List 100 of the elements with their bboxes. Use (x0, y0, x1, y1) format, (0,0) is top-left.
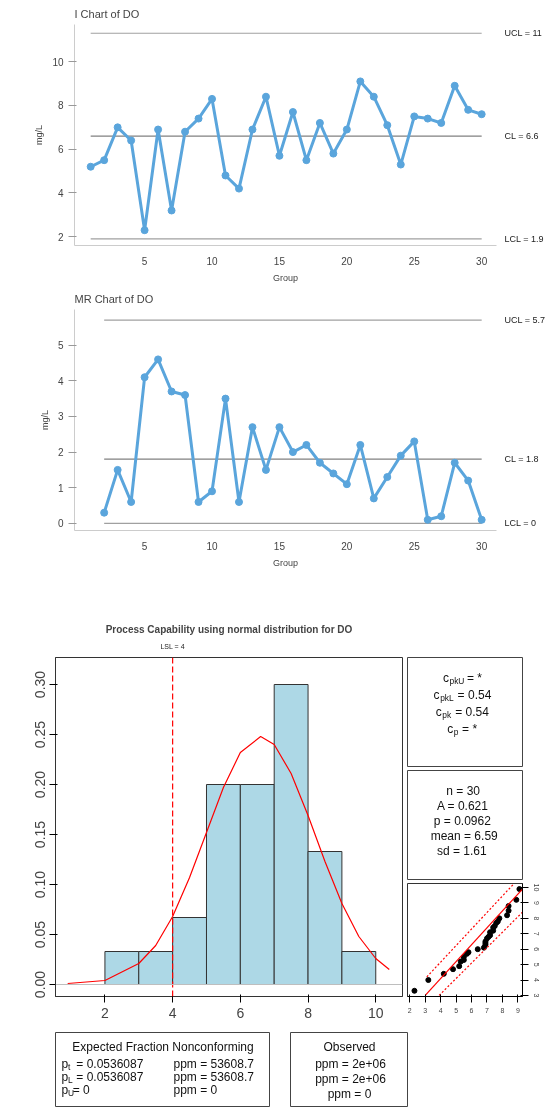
point (450, 81, 459, 90)
chart-title: I Chart of DO (74, 7, 140, 20)
point (302, 156, 311, 165)
point (356, 440, 365, 449)
text: p = 0.0962 (433, 813, 492, 828)
ref-line-label: CL = 6.6 (504, 131, 539, 142)
x-tick-label: 25 (408, 255, 421, 267)
ref-line-label: LCL = 1.9 (504, 233, 544, 244)
point (411, 987, 418, 994)
point (234, 184, 243, 193)
point (221, 171, 230, 180)
x-tick-label: 2 (101, 1004, 110, 1021)
x-tick-label: 10 (206, 255, 219, 267)
text: Expected Fraction Nonconforming (72, 1039, 254, 1054)
point (456, 963, 463, 970)
y-tick-label: 0.15 (31, 820, 48, 849)
x-tick-label: 10 (206, 540, 219, 552)
point (464, 476, 473, 485)
y-tick-label: 4 (57, 375, 64, 387)
x-tick-label: 6 (236, 1004, 245, 1021)
point (383, 473, 392, 482)
y-tick-label: 4 (57, 187, 64, 199)
point (302, 440, 311, 449)
point (234, 497, 243, 506)
y-tick-label: 6 (57, 144, 64, 156)
point (261, 92, 270, 101)
point (383, 121, 392, 130)
point (505, 907, 512, 914)
point (140, 226, 149, 235)
text: sd = 1.61 (436, 843, 487, 858)
point (477, 110, 486, 119)
y-tick-label: 0.00 (31, 970, 48, 999)
point (127, 497, 136, 506)
point (275, 423, 284, 432)
y-tick-label: 1 (57, 482, 64, 494)
text: Observed (323, 1039, 376, 1054)
point (477, 515, 486, 524)
y-tick-label: 10 (52, 56, 64, 68)
y-tick-label: 0.25 (31, 720, 48, 749)
point (288, 108, 297, 117)
point (167, 387, 176, 396)
point (450, 966, 457, 973)
point (127, 136, 136, 145)
point (315, 458, 324, 467)
point (513, 896, 520, 903)
point (140, 373, 149, 382)
ref-line-label: CL = 1.8 (504, 454, 539, 465)
y-axis-title: mg/L (34, 124, 45, 145)
point (474, 946, 481, 953)
point (194, 114, 203, 123)
text: A = 0.621 (436, 798, 489, 813)
x-tick-label: 10 (367, 1004, 384, 1021)
x-tick-label: 5 (141, 255, 148, 267)
y-tick-label: 0.05 (31, 920, 48, 949)
y-axis-title: mg/L (39, 409, 50, 430)
x-tick-label: 30 (476, 540, 488, 552)
text: ppm = 0 (327, 1086, 372, 1101)
point (504, 912, 511, 919)
point (369, 494, 378, 503)
point (275, 151, 284, 160)
point (288, 448, 297, 457)
text: ppm = 2e+06 (315, 1071, 387, 1086)
y-tick-label: 0.10 (31, 870, 48, 899)
point (437, 512, 446, 521)
point (437, 118, 446, 127)
x-tick-label: 15 (273, 540, 286, 552)
y-tick-label: 0.20 (31, 770, 48, 799)
point (423, 114, 432, 123)
point (423, 515, 432, 524)
point (181, 127, 190, 136)
text: mean = 6.59 (430, 828, 499, 843)
y-tick-label: 8 (57, 100, 64, 112)
point (113, 123, 122, 132)
point (154, 355, 163, 364)
y-tick-label: 5 (57, 340, 64, 352)
point (86, 162, 95, 171)
ref-line-label: LCL = 0 (504, 518, 536, 529)
x-tick-label: 20 (341, 540, 353, 552)
point (248, 423, 257, 432)
point (516, 886, 523, 893)
point (100, 508, 109, 517)
x-tick-label: 5 (141, 540, 148, 552)
x-axis-title: Group (272, 272, 299, 283)
x-tick-label: 30 (476, 255, 488, 267)
point (356, 77, 365, 86)
point (315, 118, 324, 127)
y-tick-label: 0 (57, 518, 64, 530)
chart-title: MR Chart of DO (74, 292, 154, 305)
point (464, 105, 473, 114)
point (261, 465, 270, 474)
point (208, 94, 217, 103)
point (100, 156, 109, 165)
chart-title: Process Capability using normal distribution for DO (105, 623, 353, 635)
ref-line-label: UCL = 5.7 (504, 315, 545, 326)
text: ppm = 53608.7 (173, 1056, 255, 1071)
point (248, 125, 257, 134)
point (425, 977, 432, 983)
ref-line-label: UCL = 11 (504, 28, 542, 39)
point (342, 125, 351, 134)
x-tick-label: 4 (168, 1004, 177, 1021)
